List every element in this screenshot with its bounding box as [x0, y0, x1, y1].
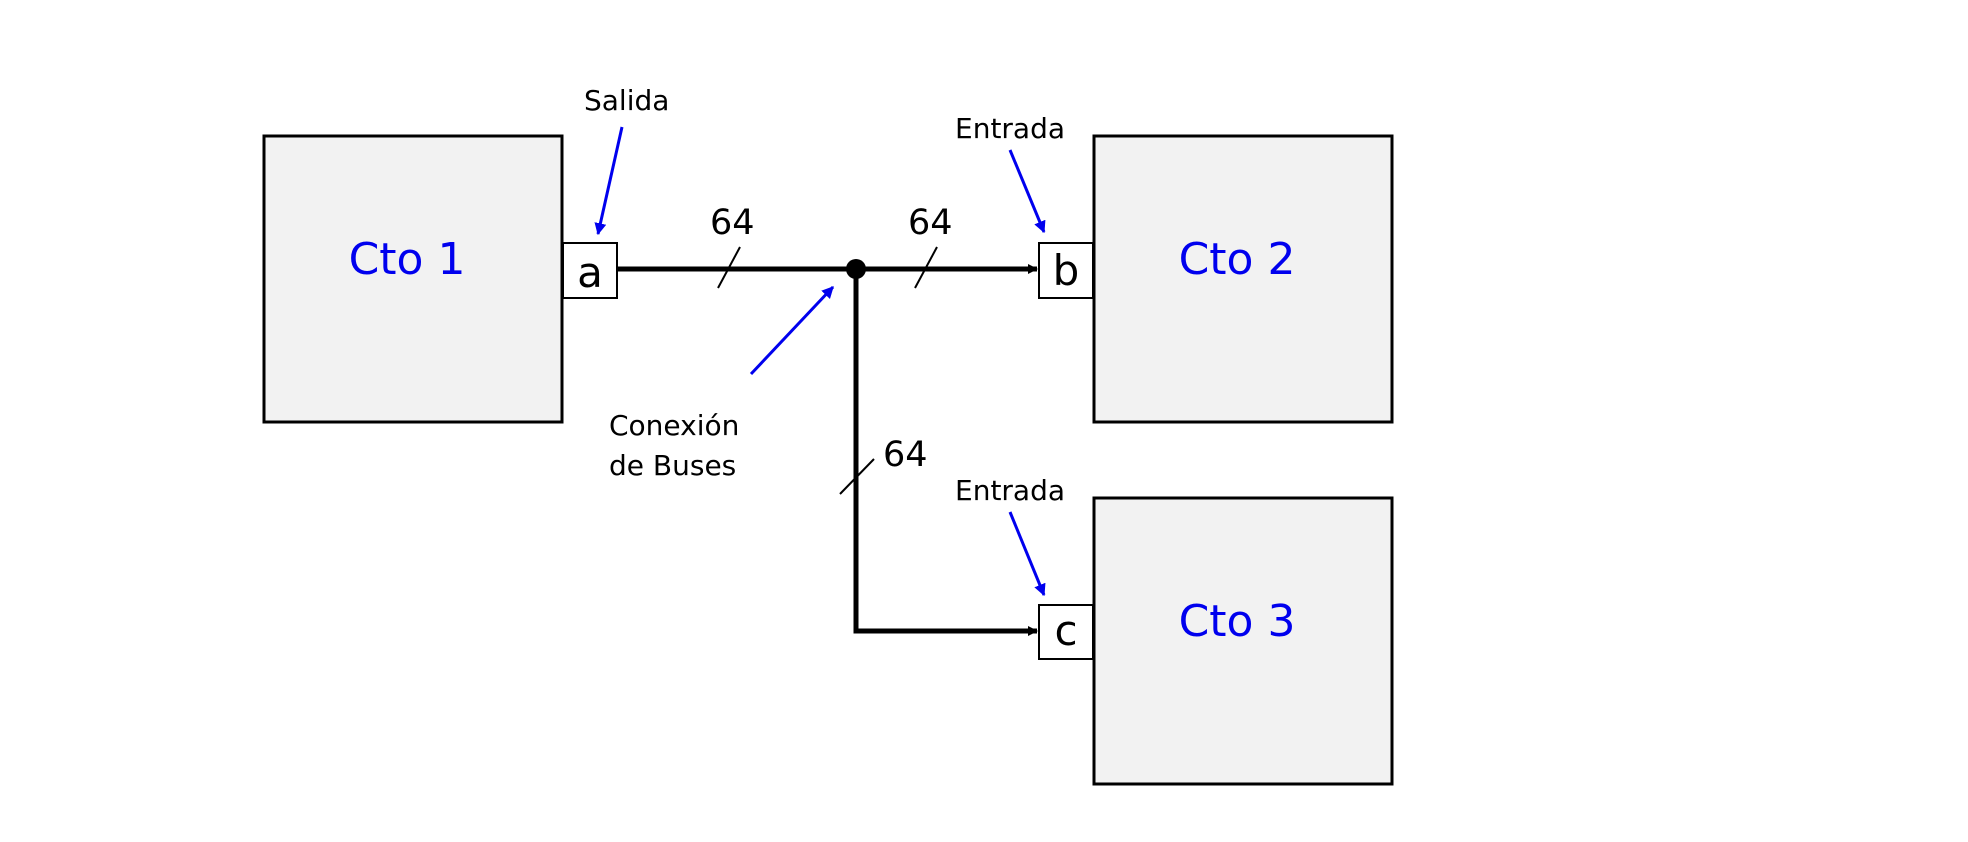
- circuit-label-cto1: Cto 1: [349, 234, 466, 285]
- output-annotation-arrow: [594, 126, 624, 236]
- input-annotation-b: Entrada: [955, 112, 1065, 145]
- bus-slash-2: [914, 246, 938, 289]
- output-annotation: Salida: [584, 84, 669, 117]
- circuit-label-cto2: Cto 2: [1179, 234, 1296, 285]
- bus-wires: [617, 259, 1038, 636]
- bus-wire-junction-to-c: [853, 269, 1038, 636]
- bus-slash-3: [839, 458, 875, 495]
- annotations: Salida Entrada Entrada Conexión de Buses: [584, 84, 1065, 597]
- port-b: b: [1038, 242, 1094, 299]
- input-annotation-arrow-b: [1008, 149, 1046, 234]
- bus-connection-annotation-arrow: [749, 285, 835, 376]
- port-label-b: b: [1053, 246, 1080, 295]
- port-label-a: a: [577, 248, 603, 297]
- bus-connection-annotation-line1: Conexión: [609, 409, 739, 442]
- bus-width-label-3: 64: [883, 435, 928, 475]
- input-annotation-arrow-c: [1008, 511, 1046, 597]
- bus-width-marks: 64 64 64: [710, 203, 953, 495]
- circuit-label-cto3: Cto 3: [1179, 596, 1296, 647]
- port-c: c: [1038, 604, 1094, 660]
- bus-connection-annotation-line2: de Buses: [609, 449, 736, 482]
- bus-width-label-2: 64: [908, 203, 953, 243]
- port-label-c: c: [1054, 606, 1077, 655]
- circuit-box-cto2: Cto 2: [1092, 134, 1394, 424]
- port-a: a: [562, 242, 618, 299]
- input-annotation-c: Entrada: [955, 474, 1065, 507]
- bus-slash-1: [717, 246, 741, 289]
- circuit-box-cto1: Cto 1: [262, 134, 564, 424]
- bus-junction-dot: [846, 259, 866, 279]
- circuit-box-cto3: Cto 3: [1092, 496, 1394, 786]
- bus-width-label-1: 64: [710, 203, 755, 243]
